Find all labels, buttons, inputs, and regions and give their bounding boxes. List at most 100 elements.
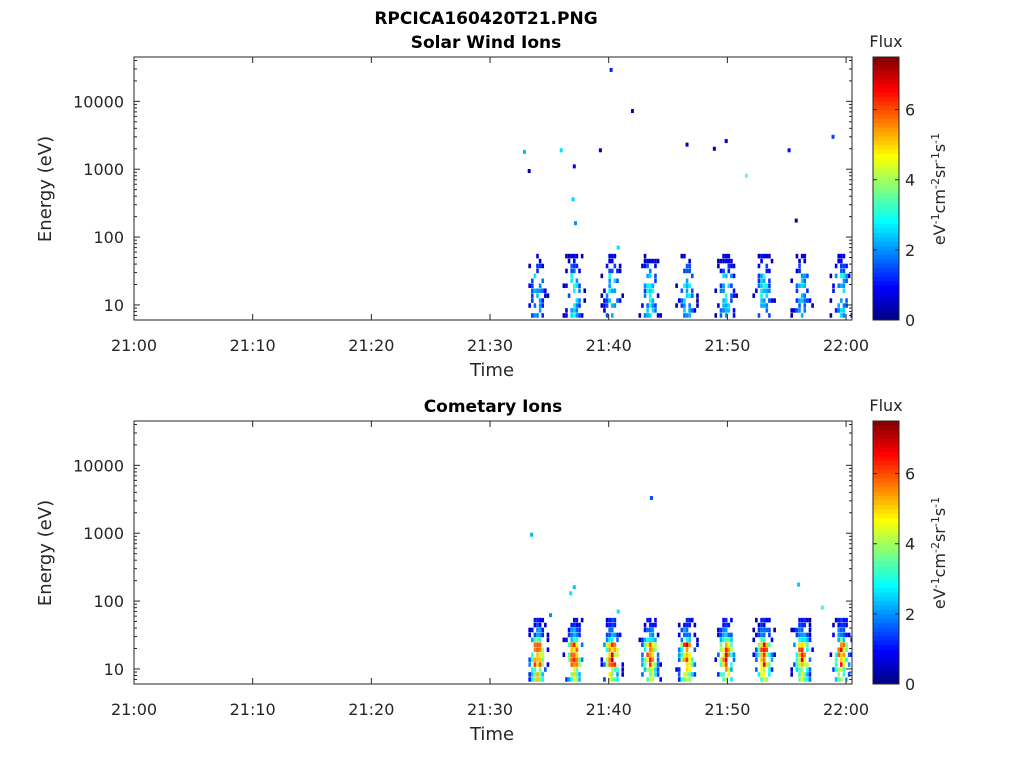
spectrogram-cell [834,657,838,662]
spectrogram-cell [757,642,761,648]
spectrogram-cell [530,652,534,657]
spectrogram-cell [795,662,799,667]
colorbar-segment [873,438,899,444]
spectrogram-cell [770,637,774,643]
spectrogram-cell [834,273,838,279]
spectrogram-cell [605,642,609,648]
spectrogram-cell [541,278,545,284]
colorbar-segment [873,534,899,540]
colorbar-segment [873,442,899,448]
spectrogram-cell [795,652,799,657]
spectrogram-cell [808,672,812,677]
colorbar-segment [873,429,899,435]
colorbar-segment [873,113,899,119]
colorbar-segment [873,144,899,150]
spectrogram-cell [724,667,728,672]
colorbar-segment [873,583,899,589]
spectrogram-cell [688,293,691,298]
spectrogram-cell [829,273,833,279]
spectrogram-cell [570,642,573,648]
spectrogram-cell [724,642,728,648]
spectrogram-cell [842,273,846,279]
spectrogram-cell [528,627,531,633]
spectrogram-cell [648,293,652,298]
colorbar-segment [873,179,899,185]
spectrogram-cell [760,253,763,259]
colorbar-segment [873,70,899,76]
spectrogram-cell [806,637,809,643]
colorbar-segment [873,315,899,321]
spectrogram-cell [648,657,652,662]
spectrogram-cell [603,288,606,293]
spectrogram-cell [762,677,766,682]
spectrogram-cell [798,657,801,662]
spectrogram-cell [683,632,686,638]
spectrogram-cell [570,263,573,269]
colorbar-segment [873,425,899,431]
spectrogram-cell [765,627,769,633]
spectrogram-cell [690,617,694,623]
colorbar-segment [873,666,899,672]
spectrogram-cell [570,268,573,274]
spectrogram-cell [578,303,581,308]
spectrogram-cell [690,273,694,279]
spectrogram-cell [811,647,814,652]
spectrogram-cell [651,288,655,293]
spectrogram-cell [803,273,807,279]
spectrogram-cell [536,632,539,638]
data-point [685,142,689,147]
spectrogram-cell [837,283,841,288]
spectrogram-cell [641,637,644,643]
spectrogram-cell [654,273,657,279]
spectrogram-cell [840,652,843,657]
spectrogram-cell [793,642,796,648]
spectrogram-cell [768,268,771,274]
spectrogram-cell [648,313,652,318]
spectrogram-cell [610,672,614,677]
spectrogram-cell [646,273,649,279]
spectrogram-cell [842,617,846,623]
spectrogram-cell [696,298,699,303]
spectrogram-cell [683,268,686,274]
spectrogram-cell [765,263,769,269]
spectrogram-cell [648,268,652,274]
spectrogram-cell [567,253,571,259]
colorbar-segment [873,451,899,457]
spectrogram-cell [613,263,617,269]
spectrogram-cell [724,273,728,279]
colorbar-segment [873,227,899,233]
spectrogram-cell [722,283,725,288]
spectrogram-cell [765,652,769,657]
spectrogram-cell [685,652,689,657]
colorbar-segment [873,210,899,216]
spectrogram-cell [654,622,657,628]
spectrogram-cell [719,672,723,677]
spectrogram-cell [842,652,846,657]
colorbar-frame [872,56,900,321]
spectrogram-cell [683,298,686,303]
data-point [598,148,602,153]
data-point [573,221,577,226]
colorbar-segment [873,293,899,299]
spectrogram-cell [528,303,531,308]
spectrogram-cell [688,268,691,274]
spectrogram-cell [845,617,848,623]
spectrogram-cell [600,662,604,667]
x-tick-label: 21:10 [230,700,276,719]
spectrogram-cell [578,283,581,288]
spectrogram-cell [610,313,614,318]
spectrogram-cell [683,652,686,657]
spectrogram-cell [643,622,647,628]
spectrogram-cell [717,672,720,677]
spectrogram-cell [798,677,801,682]
spectrogram-cell [603,298,606,303]
spectrogram-cell [575,617,579,623]
spectrogram-cell [575,283,579,288]
spectrogram-cell [800,672,804,677]
colorbar-segment [873,280,899,286]
colorbar-units: eV-1cm-2sr-1s-1 [929,497,949,609]
spectrogram-cell [536,293,539,298]
spectrogram-cell [536,622,539,628]
spectrogram-cell [800,662,804,667]
data-point [744,173,748,178]
